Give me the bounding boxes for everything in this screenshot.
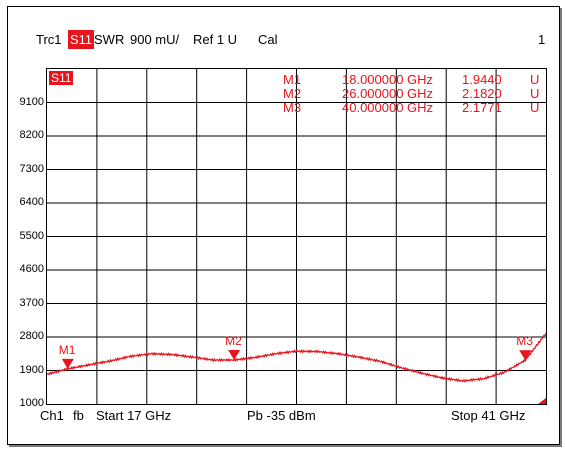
marker-readout-freq: 26.000000 — [342, 86, 404, 101]
stop-frequency[interactable]: Stop 41 GHz — [451, 408, 526, 423]
y-tick-label: 5500 — [10, 229, 44, 242]
y-tick-label: 2800 — [10, 330, 44, 342]
marker-readout-value-unit: U — [530, 86, 540, 101]
marker-readout-value-unit: U — [530, 100, 540, 115]
format-label[interactable]: SWR — [94, 32, 125, 47]
start-frequency[interactable]: Start 17 GHz — [96, 408, 172, 423]
y-tick-label: 1000 — [10, 397, 44, 409]
marker-readout-value: 2.1771 — [462, 100, 502, 115]
marker-readout-value-unit: U — [530, 72, 540, 87]
sweep-end-arrow-icon — [538, 398, 546, 404]
mode-label: fb — [73, 408, 84, 423]
y-tick-label: 3700 — [10, 296, 44, 309]
analyzer-window: Trc1 S11 SWR 900 mU/ Ref 1 U Cal 1 S11 9… — [7, 6, 560, 445]
y-tick-label: 6400 — [10, 196, 44, 208]
marker-readout-name[interactable]: M3 — [283, 100, 302, 115]
plot-area[interactable]: S11 9100 8200 7300 6400 5500 4600 3700 2800 1900… — [10, 68, 547, 409]
marker-readout-name[interactable]: M1 — [283, 72, 302, 87]
marker-m1-triangle — [61, 358, 74, 369]
cal-label[interactable]: Cal — [258, 32, 278, 47]
ref-label[interactable]: Ref 1 U — [193, 32, 238, 47]
marker-readout-value: 1.9440 — [462, 72, 502, 87]
marker-m3-triangle — [519, 350, 532, 361]
marker-m3-label[interactable]: M3 — [516, 334, 533, 349]
channel-label[interactable]: Ch1 — [40, 408, 64, 423]
marker-readout-unit: GHz — [407, 100, 433, 115]
marker-m2-label[interactable]: M2 — [225, 334, 242, 348]
marker-readout-unit: GHz — [407, 72, 433, 87]
marker-readout-freq: 18.000000 — [342, 72, 404, 87]
chart-svg — [46, 69, 547, 404]
marker-m1-label[interactable]: M1 — [58, 342, 76, 357]
y-tick-label: 4600 — [10, 263, 44, 275]
s11-trace-line — [46, 333, 547, 383]
s11-param-badge[interactable]: S11 — [68, 30, 95, 49]
scale-label[interactable]: 900 mU/ — [130, 32, 180, 47]
marker-readout-freq: 40.000000 — [342, 100, 404, 115]
s11-trace-badge: S11 — [49, 71, 74, 85]
marker-m2-triangle — [228, 350, 241, 361]
marker-readout-value: 2.1820 — [462, 86, 502, 101]
trace-label[interactable]: Trc1 — [36, 32, 62, 47]
trace-number: 1 — [538, 32, 546, 47]
y-tick-label: 7300 — [10, 162, 44, 175]
y-tick-label: 8200 — [10, 129, 44, 141]
y-tick-label: 1900 — [10, 363, 44, 376]
power-level[interactable]: Pb -35 dBm — [247, 408, 316, 423]
marker-readout-unit: GHz — [407, 86, 433, 101]
marker-readout-name[interactable]: M2 — [283, 86, 302, 101]
y-tick-label: 9100 — [10, 95, 44, 108]
